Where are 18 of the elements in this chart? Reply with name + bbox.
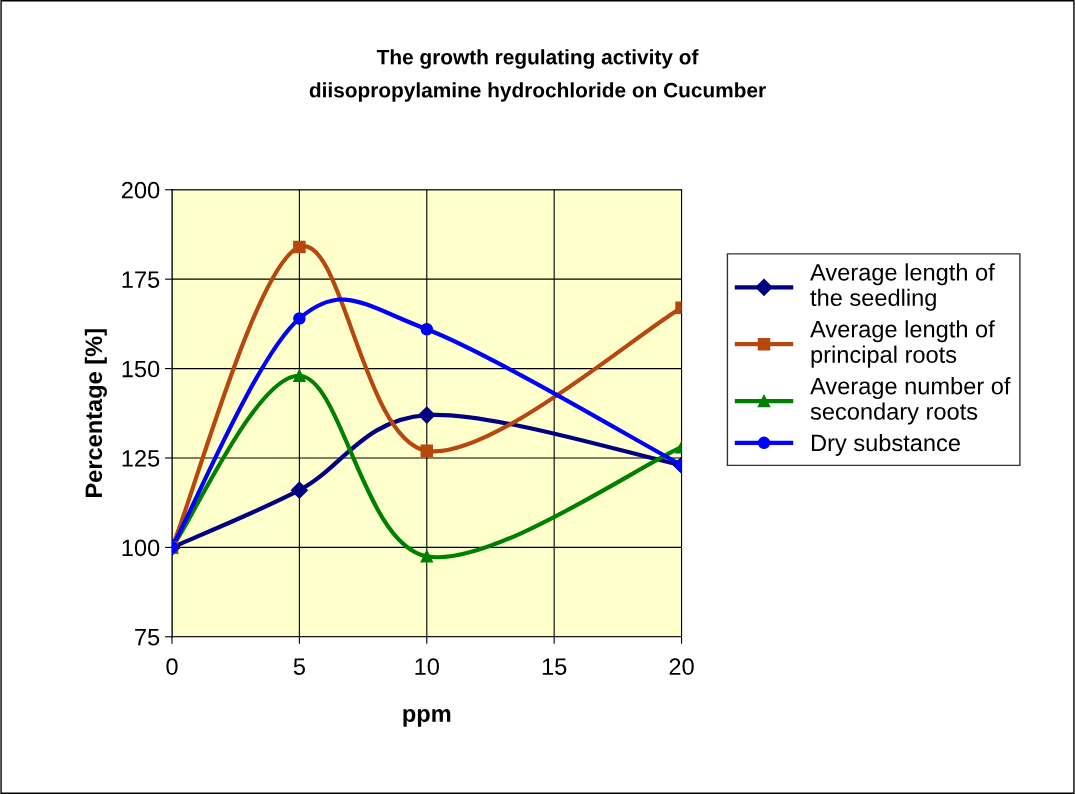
y-axis-title: Percentage [%] <box>84 329 107 497</box>
x-tick-label: 15 <box>542 658 567 675</box>
y-tick-label: 150 <box>122 360 160 378</box>
x-tick-label: 0 <box>166 658 178 675</box>
y-tick-label: 75 <box>135 629 160 646</box>
y-tick-label: 200 <box>121 181 160 199</box>
y-tick-label: 100 <box>122 539 160 557</box>
x-axis-title: ppm <box>403 709 451 727</box>
legend-label: Average number of secondary roots <box>810 377 1011 425</box>
y-tick-label: 175 <box>122 271 160 288</box>
legend-label: Average length of principal roots <box>810 320 995 368</box>
y-tick-label: 125 <box>122 450 160 467</box>
x-tick-label: 10 <box>415 658 439 675</box>
x-tick-label: 5 <box>293 658 305 675</box>
x-tick-label: 20 <box>669 658 694 675</box>
legend-label: Average length of the seedling <box>810 263 995 311</box>
chart-title: The growth regulating activity of diisopropylamine hydrochloride on Cucumber <box>309 49 766 102</box>
legend-label: Dry substance <box>811 433 960 456</box>
